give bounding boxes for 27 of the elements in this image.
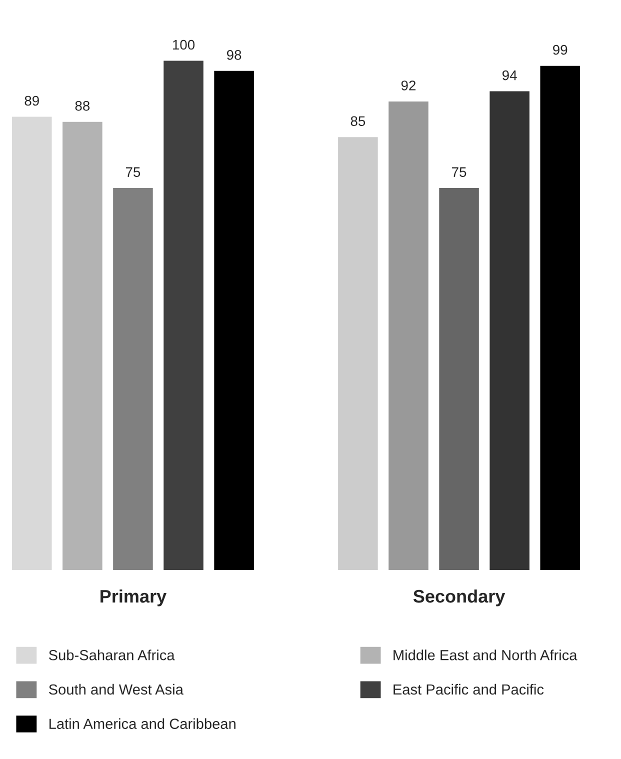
data-label: 94 (502, 70, 517, 80)
bar (439, 188, 479, 570)
bar (62, 122, 102, 570)
data-label: 88 (75, 100, 90, 111)
legend-label: Latin America and Caribbean (50, 718, 236, 729)
bar (164, 60, 204, 570)
bar (338, 137, 378, 570)
data-label: 98 (226, 50, 242, 60)
legend-label: Sub-Saharan Africa (48, 650, 175, 660)
data-label: 75 (126, 167, 140, 177)
data-label: 89 (24, 96, 39, 106)
bar (540, 66, 580, 570)
bar (490, 91, 530, 570)
data-label: 92 (401, 80, 416, 90)
legend-label: East Pacific and Pacific (394, 684, 544, 695)
bar (388, 101, 428, 570)
legend-label: Middle East and North Africa (394, 650, 578, 660)
x-tick-label: Primary (100, 589, 166, 606)
bar (214, 70, 254, 570)
data-label: 75 (452, 167, 466, 177)
legend-label: South and West Asia (48, 684, 184, 695)
bar (113, 188, 153, 570)
data-label: 85 (350, 116, 366, 126)
bar (12, 116, 52, 570)
data-label: 99 (553, 44, 568, 55)
data-label: 100 (172, 40, 195, 50)
x-tick-label: Secondary (413, 589, 506, 606)
